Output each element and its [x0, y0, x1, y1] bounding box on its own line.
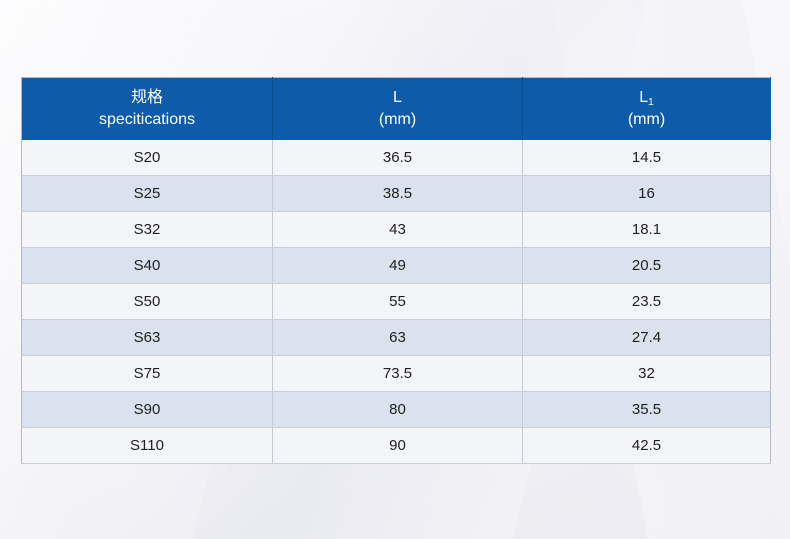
table-row: S20 36.5 14.5 [21, 139, 771, 176]
l-cell: 36.5 [272, 139, 523, 176]
spec-cell: S40 [21, 247, 273, 284]
l1-cell: 23.5 [522, 283, 771, 320]
header-l-unit: (mm) [378, 110, 417, 128]
l-cell: 49 [272, 247, 523, 284]
table-header: 规格 specitications L (mm) L1 (mm) [21, 77, 771, 140]
l1-cell: 18.1 [522, 211, 771, 248]
l1-cell: 14.5 [522, 139, 771, 176]
l1-cell: 35.5 [522, 391, 771, 428]
l1-cell: 16 [522, 175, 771, 212]
spec-cell: S63 [21, 319, 273, 356]
table-body: S20 36.5 14.5 S25 38.5 16 S32 43 18.1 S4… [21, 139, 771, 464]
spec-cell: S32 [21, 211, 273, 248]
l1-cell: 20.5 [522, 247, 771, 284]
header-spec-cn: 规格 [130, 89, 163, 107]
l-cell: 80 [272, 391, 523, 428]
header-row: 规格 specitications L (mm) L1 (mm) [21, 77, 771, 140]
header-l1-subscript: 1 [648, 97, 654, 109]
table-row: S75 73.5 32 [21, 355, 771, 392]
spec-cell: S90 [21, 391, 273, 428]
l1-cell: 42.5 [522, 427, 771, 464]
spec-cell: S50 [21, 283, 273, 320]
table-row: S90 80 35.5 [21, 391, 771, 428]
table-row: S25 38.5 16 [21, 175, 771, 212]
l-cell: 43 [272, 211, 523, 248]
table-row: S110 90 42.5 [21, 427, 771, 464]
table-row: S40 49 20.5 [21, 247, 771, 284]
l-cell: 73.5 [272, 355, 523, 392]
spec-cell: S110 [21, 427, 273, 464]
l-cell: 55 [272, 283, 523, 320]
l-cell: 38.5 [272, 175, 523, 212]
table-row: S32 43 18.1 [21, 211, 771, 248]
l1-cell: 27.4 [522, 319, 771, 356]
header-l: L (mm) [272, 77, 523, 140]
specifications-table: 规格 specitications L (mm) L1 (mm) S20 36.… [21, 77, 771, 464]
header-l-symbol: L [393, 89, 402, 107]
l-cell: 90 [272, 427, 523, 464]
header-spec: 规格 specitications [21, 77, 273, 140]
l1-cell: 32 [522, 355, 771, 392]
header-spec-en: specitications [98, 110, 196, 128]
table-row: S63 63 27.4 [21, 319, 771, 356]
spec-cell: S20 [21, 139, 273, 176]
table-row: S50 55 23.5 [21, 283, 771, 320]
header-l1-unit: (mm) [627, 110, 666, 128]
header-l1: L1 (mm) [522, 77, 771, 140]
spec-cell: S75 [21, 355, 273, 392]
l-cell: 63 [272, 319, 523, 356]
spec-cell: S25 [21, 175, 273, 212]
header-l1-symbol: L1 [639, 89, 654, 109]
